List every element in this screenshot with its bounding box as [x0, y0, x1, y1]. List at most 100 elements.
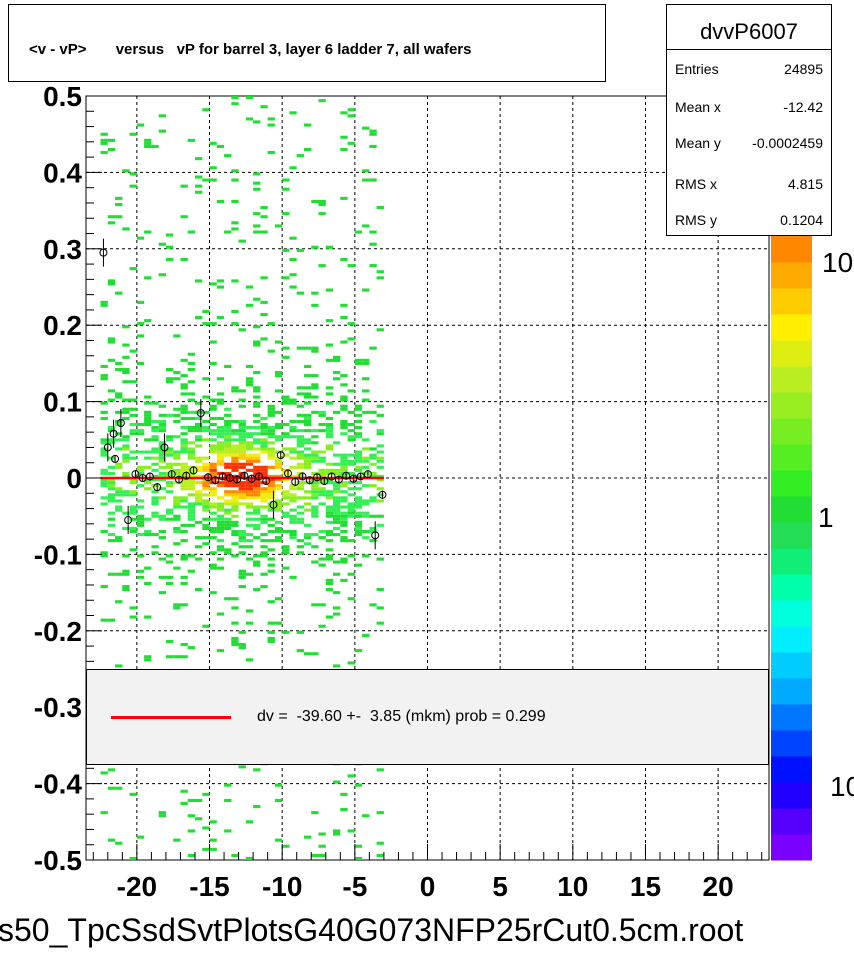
heatmap-cell [282, 187, 290, 191]
heatmap-cell [122, 585, 130, 589]
heatmap-cell [376, 474, 384, 478]
heatmap-cell [304, 423, 312, 427]
heatmap-cell [369, 242, 377, 246]
heatmap-cell [289, 456, 297, 460]
profile-point [349, 474, 358, 483]
heatmap-cell [136, 514, 145, 518]
heatmap-cell [238, 572, 246, 576]
heatmap-cell [224, 471, 232, 475]
heatmap-cell [354, 453, 363, 457]
heatmap-cell [151, 447, 159, 451]
heatmap-cell [253, 554, 261, 558]
heatmap-cell [187, 447, 195, 451]
heatmap-cell [165, 554, 174, 558]
heatmap-cell [238, 462, 246, 466]
heatmap-cell [209, 493, 217, 497]
heatmap-cell [195, 438, 203, 442]
x-tick-label: 15 [630, 871, 661, 902]
heatmap-cell [354, 505, 363, 509]
heatmap-cell [267, 539, 275, 543]
heatmap-cell [180, 462, 188, 466]
heatmap-cell [289, 111, 297, 115]
heatmap-cell [238, 239, 246, 243]
heatmap-cell [274, 478, 283, 482]
heatmap-cell [158, 129, 166, 133]
heatmap-cell [333, 514, 341, 518]
heatmap-cell [304, 419, 312, 423]
heatmap-cell [238, 398, 246, 402]
heatmap-cell [136, 465, 145, 469]
stats-row-rms-y: RMS y 0.1204 [675, 212, 823, 232]
heatmap-cell [107, 389, 116, 393]
heatmap-cell [231, 432, 239, 436]
heatmap-cell [362, 502, 370, 506]
heatmap-cell [376, 456, 384, 460]
x-tick-label: 0 [420, 871, 436, 902]
heatmap-cell [289, 426, 297, 430]
heatmap-cell [253, 426, 261, 430]
heatmap-cell [340, 383, 348, 387]
heatmap-cell [333, 496, 341, 500]
heatmap-cell [100, 554, 108, 558]
heatmap-cell [376, 328, 384, 332]
heatmap-cell [231, 468, 239, 472]
heatmap-cell [129, 511, 137, 515]
x-tick-label: -10 [262, 871, 302, 902]
heatmap-cell [195, 429, 203, 433]
heatmap-cell [340, 111, 348, 115]
heatmap-cell [136, 575, 145, 579]
heatmap-cell [282, 432, 290, 436]
heatmap-cell [151, 429, 159, 433]
heatmap-cell [107, 438, 116, 442]
heatmap-cell [304, 508, 312, 512]
heatmap-cell [340, 496, 348, 500]
profile-point [111, 454, 120, 463]
heatmap-cell [304, 416, 312, 420]
heatmap-cell [187, 523, 195, 527]
heatmap-cell [165, 465, 174, 469]
heatmap-cell [122, 343, 130, 347]
heatmap-cell [231, 178, 239, 182]
heatmap-cell [209, 471, 217, 475]
heatmap-cell [151, 474, 159, 478]
heatmap-cell [122, 511, 130, 515]
heatmap-cell [304, 465, 312, 469]
heatmap-cell [202, 484, 210, 488]
heatmap-cell [129, 423, 137, 427]
heatmap-cell [304, 346, 312, 350]
heatmap-cell [151, 511, 159, 515]
heatmap-cell [311, 374, 319, 378]
heatmap-cell [362, 530, 370, 534]
heatmap-cell [238, 502, 246, 506]
heatmap-cell [238, 423, 246, 427]
heatmap-cell [267, 151, 275, 155]
heatmap-cell [289, 575, 297, 579]
heatmap-cell [253, 389, 261, 393]
heatmap-cell [245, 444, 254, 448]
profile-point [218, 472, 227, 481]
profile-point [254, 472, 263, 481]
heatmap-cell [267, 349, 275, 353]
heatmap-cell [376, 413, 384, 417]
heatmap-cell [253, 481, 261, 485]
heatmap-cell [216, 453, 225, 457]
heatmap-cell [158, 536, 166, 540]
heatmap-cell [144, 566, 152, 570]
y-tick-label: 0.1 [43, 387, 82, 418]
heatmap-cell [325, 508, 334, 512]
heatmap-cell [362, 358, 370, 362]
stats-value: 4.815 [787, 176, 823, 192]
heatmap-cell [311, 303, 319, 307]
heatmap-cell [333, 591, 341, 595]
heatmap-cell [260, 499, 268, 503]
palette-swatch [771, 808, 812, 835]
heatmap-cell [369, 132, 377, 136]
heatmap-cell [187, 392, 195, 396]
heatmap-cell [347, 572, 355, 576]
heatmap-cell [224, 508, 232, 512]
heatmap-cell [318, 853, 326, 857]
profile-point [283, 469, 292, 478]
heatmap-cell [151, 484, 159, 488]
heatmap-cell [296, 649, 304, 653]
heatmap-cell [195, 499, 203, 503]
